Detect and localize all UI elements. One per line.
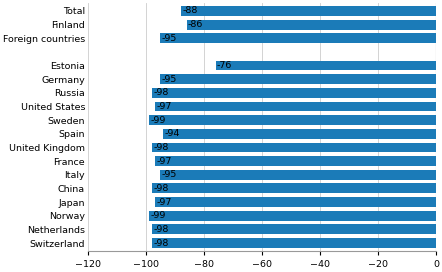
Bar — [163, 129, 436, 139]
Bar — [152, 224, 436, 234]
Bar — [152, 143, 436, 152]
Bar — [152, 184, 436, 193]
Bar — [152, 88, 436, 98]
Text: -95: -95 — [162, 75, 177, 84]
Text: -97: -97 — [156, 197, 171, 206]
Text: -76: -76 — [217, 61, 232, 70]
Bar — [160, 33, 436, 43]
Text: -98: -98 — [153, 143, 168, 152]
Bar — [216, 61, 436, 70]
Text: -99: -99 — [150, 211, 166, 220]
Text: -94: -94 — [165, 129, 180, 138]
Text: -97: -97 — [156, 157, 171, 166]
Text: -97: -97 — [156, 102, 171, 111]
Bar — [149, 211, 436, 221]
Bar — [160, 170, 436, 180]
Text: -86: -86 — [188, 20, 203, 29]
Text: -95: -95 — [162, 34, 177, 43]
Text: -98: -98 — [153, 239, 168, 248]
Bar — [155, 197, 436, 207]
Bar — [181, 6, 436, 16]
Bar — [187, 20, 436, 30]
Text: -88: -88 — [182, 7, 198, 16]
Text: -95: -95 — [162, 170, 177, 179]
Text: -98: -98 — [153, 225, 168, 234]
Bar — [155, 102, 436, 112]
Text: -98: -98 — [153, 184, 168, 193]
Bar — [155, 156, 436, 166]
Bar — [149, 115, 436, 125]
Bar — [152, 238, 436, 248]
Text: -98: -98 — [153, 88, 168, 97]
Bar — [160, 74, 436, 84]
Text: -99: -99 — [150, 116, 166, 125]
